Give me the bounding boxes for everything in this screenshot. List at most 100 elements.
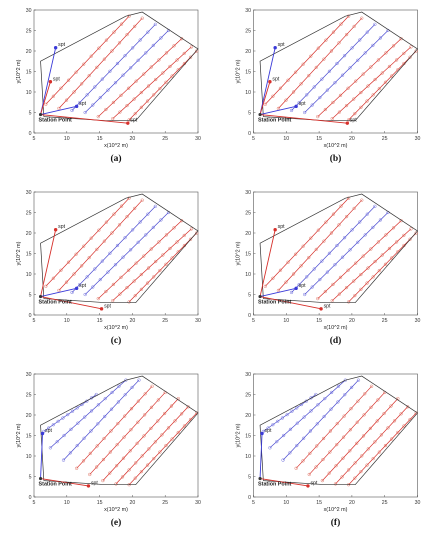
- station-link: [40, 296, 102, 310]
- sweep-marker: [329, 231, 334, 235]
- sweep-marker: [314, 65, 318, 70]
- sweep-marker: [102, 436, 106, 441]
- sweep-marker: [87, 73, 91, 78]
- sweep-marker: [128, 66, 133, 70]
- sweep-marker: [366, 447, 370, 451]
- sweep-marker: [119, 93, 123, 98]
- sweep-marker: [371, 456, 375, 461]
- sweep-marker: [322, 57, 326, 61]
- sweep-marker: [353, 476, 357, 480]
- sweep-marker: [359, 90, 363, 95]
- sweep-marker: [368, 426, 373, 431]
- sweep-marker: [110, 49, 114, 53]
- sweep-marker: [389, 74, 394, 78]
- x-tick-label: 20: [130, 500, 136, 506]
- sweep-marker: [142, 254, 146, 258]
- sweep-marker: [123, 393, 127, 397]
- sweep-marker: [189, 45, 194, 49]
- sweep-marker: [153, 440, 158, 444]
- x-axis-label: x(10^2 m): [104, 507, 128, 513]
- sweep-marker: [382, 411, 386, 416]
- sweep-marker: [329, 407, 333, 411]
- sweep-marker: [77, 100, 82, 105]
- panel-caption: (c): [111, 335, 122, 346]
- station-link: [259, 47, 276, 115]
- sweep-line: [98, 220, 182, 299]
- sweep-marker: [143, 392, 147, 396]
- sweep-marker: [284, 98, 288, 102]
- x-tick-label: 25: [382, 500, 388, 506]
- sweep-marker: [145, 99, 150, 103]
- sweep-marker: [172, 44, 176, 48]
- sweep-marker: [150, 384, 154, 388]
- plot-frame: [33, 373, 199, 498]
- sweep-marker: [365, 30, 369, 34]
- sweep-marker: [115, 243, 120, 248]
- sweep-marker: [69, 427, 73, 431]
- spt-label: spt: [278, 224, 285, 230]
- sweep-marker: [186, 405, 190, 409]
- spt-label: spt: [45, 428, 52, 434]
- sweep-marker: [294, 466, 298, 470]
- y-axis-label: y(10^2 m): [236, 59, 242, 83]
- sweep-marker: [146, 30, 150, 34]
- sweep-marker: [57, 288, 61, 293]
- sweep-marker: [61, 416, 65, 420]
- x-tick-label: 10: [64, 500, 70, 506]
- sweep-marker: [164, 51, 169, 55]
- sweep-marker: [316, 403, 320, 407]
- spt-point: [126, 121, 130, 125]
- sweep-marker: [348, 248, 352, 252]
- sweep-marker: [378, 218, 383, 222]
- sweep-marker: [89, 54, 93, 58]
- sweep-marker: [371, 93, 375, 97]
- x-axis-label: x(10^2 m): [104, 325, 128, 331]
- sweep-marker: [333, 81, 337, 85]
- sweep-marker: [396, 430, 400, 435]
- sweep-marker: [406, 405, 410, 409]
- sweep-marker: [133, 24, 137, 29]
- sweep-marker: [100, 77, 104, 81]
- x-tick-label: 30: [415, 318, 421, 324]
- sweep-marker: [70, 290, 74, 295]
- station-link: [259, 296, 322, 310]
- sweep-marker: [358, 220, 362, 224]
- sweep-marker: [340, 255, 345, 259]
- sweep-marker: [346, 300, 351, 304]
- y-tick-label: 5: [29, 292, 32, 298]
- sweep-marker: [153, 204, 158, 209]
- sweep-marker: [392, 419, 397, 423]
- spt-label: spt: [58, 42, 65, 48]
- sweep-marker: [293, 70, 298, 74]
- station-point-marker: [38, 112, 43, 117]
- sweep-marker: [133, 206, 137, 211]
- sweep-marker: [373, 22, 377, 27]
- station-point-label: Station Point: [39, 300, 72, 306]
- sweep-marker: [380, 71, 384, 75]
- spt-point: [294, 286, 298, 291]
- sweep-marker: [321, 436, 326, 441]
- y-tick-label: 30: [26, 8, 32, 14]
- x-tick-label: 30: [415, 136, 421, 142]
- sweep-marker: [135, 441, 139, 445]
- y-tick-label: 25: [245, 392, 251, 398]
- sweep-marker: [66, 78, 71, 82]
- spt-point: [48, 80, 53, 84]
- spt-label: spt: [272, 76, 279, 82]
- sweep-marker: [337, 41, 341, 45]
- sweep-marker: [329, 390, 334, 395]
- y-tick-label: 20: [26, 413, 32, 419]
- sweep-marker: [137, 378, 141, 382]
- sweep-marker: [360, 454, 364, 458]
- sweep-marker: [352, 97, 356, 101]
- sweep-marker: [111, 117, 115, 121]
- sweep-marker: [383, 80, 388, 84]
- sweep-marker: [156, 398, 160, 402]
- sweep-marker: [414, 49, 418, 53]
- sweep-marker: [129, 428, 133, 432]
- sweep-marker: [140, 454, 144, 458]
- sweep-marker: [349, 407, 353, 411]
- sweep-marker: [276, 419, 280, 423]
